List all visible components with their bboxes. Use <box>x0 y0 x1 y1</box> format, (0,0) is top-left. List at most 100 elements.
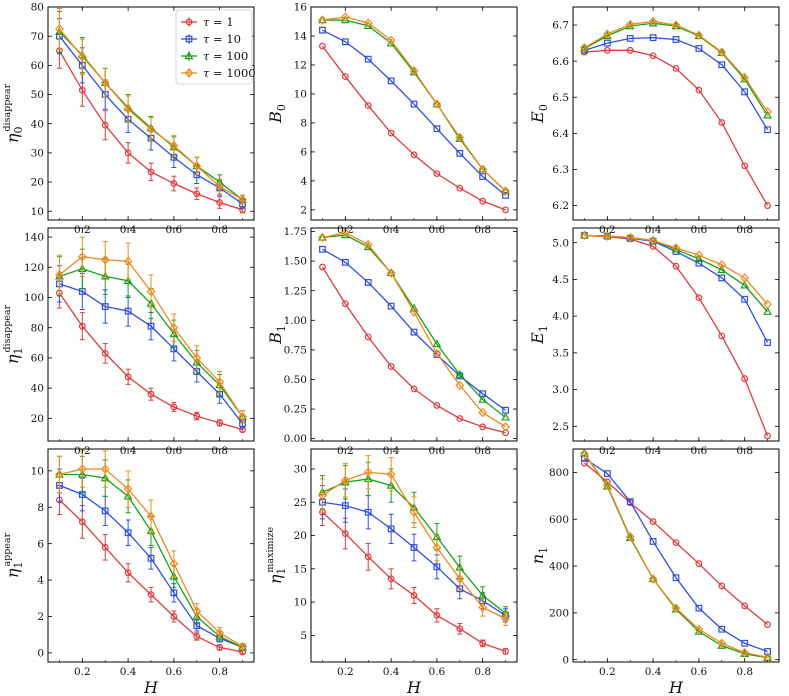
plot-area <box>580 16 772 209</box>
y-axis-label-sub: 1 <box>275 325 288 332</box>
y-axis-label-sup: appear <box>2 532 13 566</box>
y-tick-label: 16 <box>294 2 308 14</box>
plot-area <box>55 450 247 656</box>
data-point <box>193 412 201 420</box>
series-line <box>584 234 769 305</box>
data-point <box>695 45 703 52</box>
data-point <box>456 415 464 422</box>
data-point <box>147 322 155 330</box>
data-point <box>478 602 488 613</box>
x-tick-label: 0.2 <box>74 666 91 678</box>
data-point <box>319 245 326 253</box>
data-point <box>626 35 634 42</box>
data-point <box>717 47 727 57</box>
series-line <box>322 29 506 196</box>
data-point <box>124 149 132 157</box>
panel-8: 0.2 0.4 0.6 0.8 5 10 15 20 25 30 η1maximize H <box>265 448 518 696</box>
series-tau1 <box>581 46 771 209</box>
y-tick-label: 400 <box>549 561 569 573</box>
y-tick-label: 30 <box>294 464 307 476</box>
y-axis-label-main: B <box>266 111 285 124</box>
data-point <box>501 186 510 196</box>
data-point <box>456 625 464 633</box>
data-point <box>410 544 418 551</box>
series-line <box>584 37 769 131</box>
data-point <box>741 295 749 303</box>
data-point <box>432 542 442 553</box>
data-point <box>364 102 372 109</box>
data-point <box>718 119 726 126</box>
y-tick-label: 0.75 <box>284 344 307 356</box>
data-point <box>433 563 441 571</box>
series-tau1000 <box>318 228 510 432</box>
data-point <box>101 303 109 310</box>
plot-area <box>318 228 510 437</box>
legend-item-tau100: τ = 100 <box>181 49 248 63</box>
data-point <box>192 353 202 363</box>
data-point <box>146 511 156 522</box>
series-line <box>59 468 243 648</box>
data-point <box>718 625 726 633</box>
y-tick-label: 5.0 <box>552 237 569 249</box>
y-tick-label: 5 <box>300 630 307 642</box>
legend-marker <box>185 18 193 26</box>
data-point <box>364 55 372 63</box>
data-point <box>718 332 726 340</box>
data-point <box>216 199 224 206</box>
y-axis-label: n1 <box>528 547 550 564</box>
data-point <box>387 525 395 533</box>
data-point <box>318 15 327 25</box>
data-point <box>764 432 771 440</box>
data-point <box>432 99 442 108</box>
series-line <box>322 501 506 616</box>
axes-frame <box>572 227 780 442</box>
y-tick-label: 70 <box>31 31 44 43</box>
data-point <box>410 100 418 108</box>
y-axis-label-sub: 1 <box>537 325 550 332</box>
series-tau1 <box>319 263 509 437</box>
data-point <box>101 349 109 357</box>
y-tick-label: 4.5 <box>552 274 569 286</box>
y-tick-label: 20 <box>31 177 44 189</box>
data-point <box>169 323 179 333</box>
data-point <box>625 19 635 30</box>
data-point <box>625 232 635 243</box>
data-point <box>455 132 465 143</box>
y-axis-label-sup: maximize <box>265 526 276 572</box>
y-axis-label: E0 <box>528 104 550 124</box>
data-point <box>433 402 441 409</box>
data-point <box>123 276 133 285</box>
y-axis-label-sup: disappear <box>2 304 13 352</box>
data-point <box>341 73 349 80</box>
data-point <box>694 254 704 263</box>
data-point <box>192 161 202 171</box>
data-point <box>741 375 749 382</box>
data-point <box>78 86 86 94</box>
data-point <box>238 194 247 205</box>
x-axis-label: H <box>668 678 684 696</box>
data-point <box>100 255 110 265</box>
data-point <box>340 475 350 485</box>
data-point <box>192 606 202 616</box>
data-point <box>672 64 680 72</box>
data-point <box>764 126 771 134</box>
y-tick-label: 40 <box>31 118 44 130</box>
data-point <box>763 107 772 117</box>
data-point <box>386 268 396 278</box>
data-point <box>387 302 395 310</box>
y-tick-label: 1.75 <box>284 226 307 238</box>
series-tau10 <box>581 454 771 655</box>
data-point <box>580 449 589 459</box>
data-point <box>763 306 772 315</box>
legend-label: τ = 100 <box>203 49 248 63</box>
y-tick-label: 6.7 <box>552 20 569 32</box>
y-tick-label: 120 <box>24 262 44 274</box>
data-point <box>695 294 703 302</box>
series-line <box>584 22 769 116</box>
data-point <box>695 259 703 267</box>
data-point <box>580 230 589 241</box>
y-tick-label: 140 <box>24 232 44 244</box>
y-tick-label: 0.25 <box>284 404 307 416</box>
